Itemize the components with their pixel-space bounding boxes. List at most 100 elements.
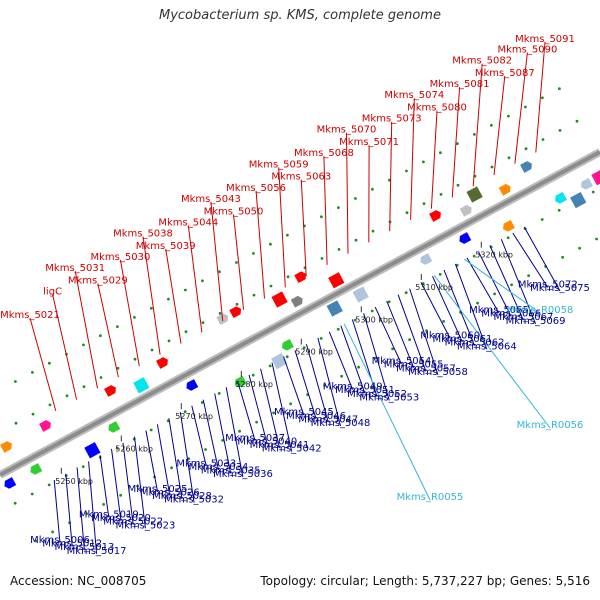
track-dot [272, 411, 275, 415]
gene-block [591, 169, 600, 186]
gene-label: Mkms_5057 [396, 363, 456, 374]
label-leader [409, 288, 439, 376]
track-dot [31, 412, 35, 416]
gene-label: Mkms_5082 [452, 56, 512, 67]
label-leader [191, 405, 207, 467]
gene-label: Mkms_5058 [408, 367, 468, 378]
track-dot [561, 255, 564, 259]
label-leader [397, 294, 427, 372]
track-dot [319, 337, 323, 340]
track-dot [47, 483, 51, 487]
label-leader [317, 337, 341, 427]
track-dot [422, 202, 426, 206]
track-dot [183, 410, 187, 414]
gene-arrow [4, 477, 17, 489]
gene-feature [429, 210, 441, 222]
label-leader [454, 263, 488, 350]
label-leader [343, 323, 431, 501]
gene-label: Mkms_5045 [274, 407, 334, 418]
track-dot [425, 329, 428, 332]
label-leader [493, 75, 506, 176]
gene-feature [466, 186, 483, 203]
track-dot [340, 374, 343, 378]
gene-label: Mkms_5062 [445, 338, 505, 349]
track-dot [13, 501, 17, 505]
gene-label: Mkms_5074 [384, 90, 444, 101]
scale-tick-label: 5270 kbp [175, 412, 213, 421]
track-dot [405, 169, 408, 173]
label-leader [466, 257, 500, 314]
label-leader [165, 248, 182, 344]
track-dot [133, 316, 136, 319]
gene-label: Mkms_5021 [0, 310, 60, 321]
gene-feature [216, 313, 229, 326]
gene-label: ligC [43, 287, 62, 298]
gene-label: Mkms_5056 [226, 183, 286, 194]
gene-label: Mkms_5072 [518, 279, 578, 290]
track-dot [252, 252, 255, 255]
gene-label: Mkms_5013 [54, 542, 114, 553]
gene-label: Mkms_5052 [347, 389, 407, 400]
track-dot [510, 283, 513, 287]
scale-tick-label: 5320 kbp [475, 251, 513, 260]
track-dot [558, 87, 561, 91]
gene-feature [186, 379, 199, 391]
track-dot [439, 151, 442, 155]
label-leader [53, 479, 61, 544]
track-dot [149, 428, 153, 432]
gene-arrow [104, 385, 116, 397]
gene-label: Mkms_5040 [237, 436, 297, 447]
gene-label: Mkms_5044 [158, 217, 218, 228]
track-dot [541, 138, 545, 141]
track-dot [136, 484, 140, 488]
track-dot [81, 465, 85, 468]
gene-label: Mkms_5049 [323, 382, 383, 393]
track-dot [99, 376, 103, 379]
gene-label: Mkms_5019 [79, 509, 139, 520]
label-leader [65, 473, 73, 547]
label-leader [97, 283, 119, 378]
gene-label: Mkms_5022 [103, 517, 163, 528]
gene-label: Mkms_5039 [136, 241, 196, 252]
label-leader [535, 41, 546, 153]
track-dot [30, 492, 34, 496]
track-dot [289, 402, 292, 406]
label-leader [410, 98, 415, 220]
map-title: Mycobacterium sp. KMS, complete genome [159, 8, 441, 23]
track-dot [218, 312, 222, 315]
gene-feature [108, 421, 121, 433]
label-leader [99, 455, 110, 518]
label-leader [420, 282, 451, 339]
label-leader [145, 430, 159, 492]
label-leader [323, 156, 328, 265]
scale-tick-label: 5280 kbp [235, 380, 273, 389]
track-dot [507, 114, 510, 118]
gene-arrow [429, 210, 441, 222]
track-dot [476, 301, 479, 305]
label-leader [76, 467, 85, 551]
genome-info-text: Topology: circular; Length: 5,737,227 bp… [260, 574, 590, 588]
gene-feature [39, 420, 51, 432]
gene-label: Mkms_5025 [128, 484, 188, 495]
track-dot [235, 302, 239, 306]
gene-block [466, 186, 483, 203]
label-leader [156, 424, 171, 496]
gene-label: Mkms_5054 [372, 356, 432, 367]
track-dot [201, 321, 205, 324]
gene-label: Mkms_5065 [469, 305, 529, 316]
label-leader [142, 236, 161, 355]
track-dot [371, 229, 375, 233]
gene-feature [0, 441, 12, 453]
gene-arrow [420, 253, 433, 265]
track-dot [438, 273, 442, 276]
gene-label: Mkms_5032 [164, 495, 224, 506]
label-leader [472, 63, 483, 187]
track-dot [490, 123, 493, 127]
gene-feature [328, 272, 345, 289]
gene-arrow [294, 271, 307, 284]
track-dot [286, 275, 290, 279]
scale-tick-label: 5300 kbp [355, 315, 393, 324]
gene-label: Mkms_5080 [407, 103, 467, 114]
track-dot [255, 420, 258, 424]
